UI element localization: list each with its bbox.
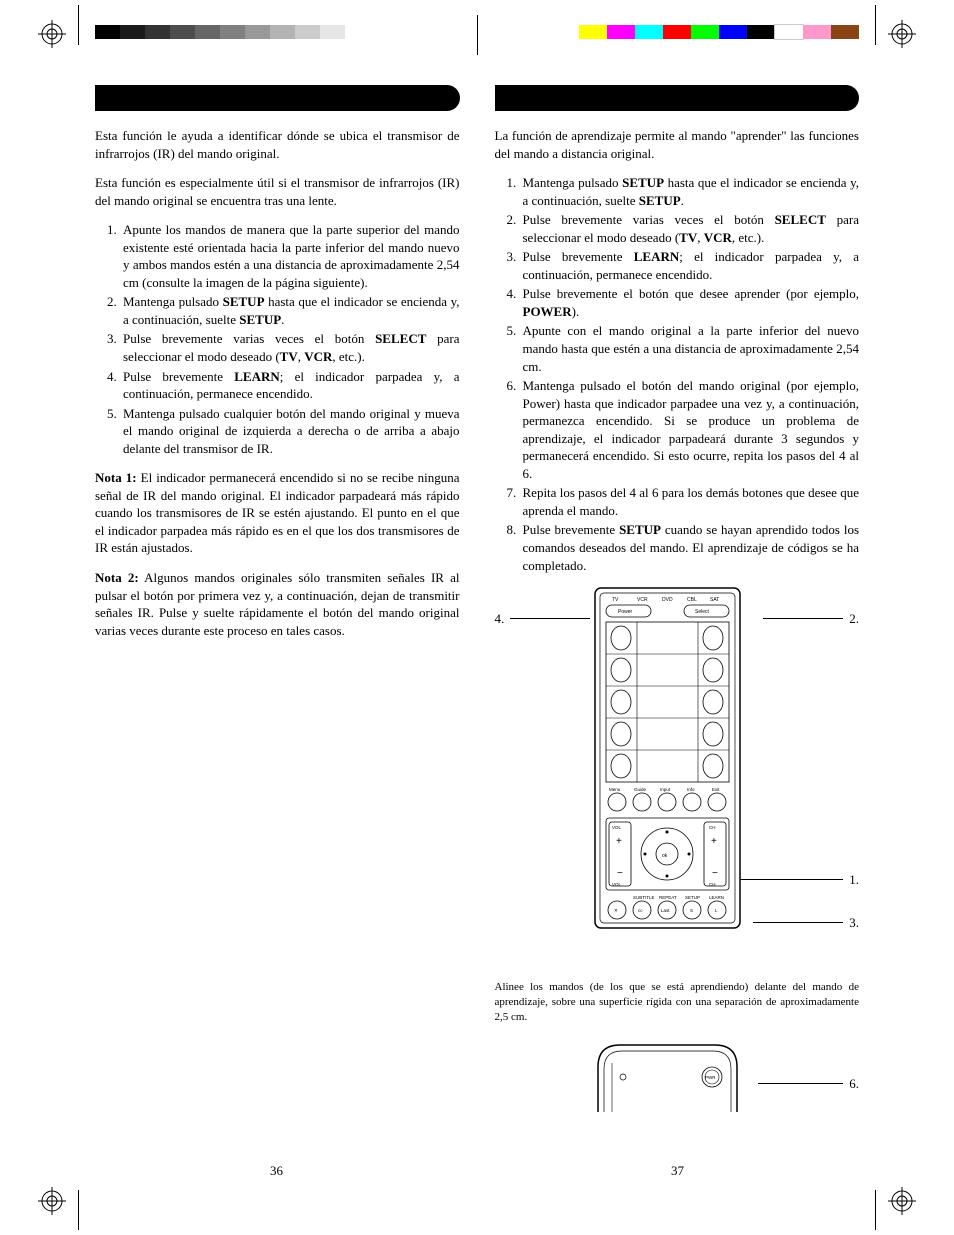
svg-text:Input: Input <box>660 787 671 792</box>
list-item: Pulse brevemente varias veces el botón S… <box>520 211 860 246</box>
callout-2: 2. <box>763 610 859 628</box>
svg-text:PWR: PWR <box>705 1075 716 1080</box>
remote-diagram: 4. 2. 1. 3. TV <box>495 586 860 976</box>
svg-text:Menu: Menu <box>609 787 621 792</box>
svg-text:REPEAT: REPEAT <box>659 895 677 900</box>
remote-illustration: TV VCR DVD CBL SAT Power Select <box>590 586 745 931</box>
svg-text:SETUP: SETUP <box>685 895 700 900</box>
svg-text:Select: Select <box>695 609 710 615</box>
svg-text:Exit: Exit <box>712 787 720 792</box>
left-intro-2: Esta función es especialmente útil si el… <box>95 174 460 209</box>
color-bar <box>579 25 859 39</box>
right-steps-list: Mantenga pulsado SETUP hasta que el indi… <box>510 174 860 574</box>
list-item: Mantenga pulsado cualquier botón del man… <box>120 405 460 458</box>
callout-6: 6. <box>758 1075 859 1093</box>
registration-mark-icon <box>38 20 66 48</box>
svg-text:TV: TV <box>612 597 619 603</box>
svg-text:SUBTITLE: SUBTITLE <box>633 895 655 900</box>
list-item: Pulse brevemente varias veces el botón S… <box>120 330 460 365</box>
list-item: Pulse brevemente LEARN; el indicador par… <box>120 368 460 403</box>
svg-text:VCR: VCR <box>637 597 648 603</box>
note-1: Nota 1: El indicador permanecerá encendi… <box>95 469 460 557</box>
svg-text:CH: CH <box>709 882 716 887</box>
svg-text:Last: Last <box>661 908 670 913</box>
svg-text:CBL: CBL <box>687 597 697 603</box>
registration-mark-icon <box>888 1187 916 1215</box>
second-remote-diagram: 6. PWR <box>495 1037 860 1112</box>
page-number-right: 37 <box>671 1162 684 1180</box>
list-item: Repita los pasos del 4 al 6 para los dem… <box>520 484 860 519</box>
left-intro-1: Esta función le ayuda a identificar dónd… <box>95 127 460 162</box>
svg-text:Info: Info <box>687 787 695 792</box>
registration-mark-icon <box>38 1187 66 1215</box>
svg-text:SAT: SAT <box>710 597 719 603</box>
left-column: Esta función le ayuda a identificar dónd… <box>95 85 460 1155</box>
svg-text:+: + <box>616 836 622 847</box>
svg-text:+: + <box>711 836 717 847</box>
list-item: Pulse brevemente SETUP cuando se hayan a… <box>520 521 860 574</box>
crop-line <box>875 1190 876 1230</box>
svg-text:Guide: Guide <box>634 787 647 792</box>
crop-line <box>477 15 478 55</box>
list-item: Mantenga pulsado el botón del mando orig… <box>520 377 860 482</box>
left-steps-list: Apunte los mandos de manera que la parte… <box>110 221 460 457</box>
crop-line <box>78 5 79 45</box>
svg-text:LEARN: LEARN <box>709 895 724 900</box>
right-intro: La función de aprendizaje permite al man… <box>495 127 860 162</box>
svg-text:S: S <box>690 908 693 913</box>
svg-text:DVD: DVD <box>662 597 673 603</box>
note-2: Nota 2: Algunos mandos originales sólo t… <box>95 569 460 639</box>
svg-text:Power: Power <box>618 609 633 615</box>
list-item: Apunte los mandos de manera que la parte… <box>120 221 460 291</box>
list-item: Pulse brevemente el botón que desee apre… <box>520 285 860 320</box>
page-number-left: 36 <box>270 1162 283 1180</box>
grayscale-bar <box>95 25 345 39</box>
callout-4: 4. <box>495 610 591 628</box>
right-column: La función de aprendizaje permite al man… <box>495 85 860 1155</box>
svg-text:✕: ✕ <box>614 908 618 913</box>
list-item: Mantenga pulsado SETUP hasta que el indi… <box>120 293 460 328</box>
second-remote-illustration: PWR <box>590 1037 745 1112</box>
svg-text:VOL: VOL <box>612 882 622 887</box>
svg-text:−: − <box>617 868 623 879</box>
list-item: Pulse brevemente LEARN; el indicador par… <box>520 248 860 283</box>
page-content: Esta función le ayuda a identificar dónd… <box>95 85 859 1155</box>
callout-3: 3. <box>753 914 859 932</box>
crop-line <box>78 1190 79 1230</box>
list-item: Apunte con el mando original a la parte … <box>520 322 860 375</box>
svg-text:CH: CH <box>709 825 716 830</box>
svg-text:VOL: VOL <box>612 825 622 830</box>
figure-caption: Alinee los mandos (de los que se está ap… <box>495 980 860 1025</box>
svg-text:cc: cc <box>638 908 643 913</box>
crop-line <box>875 5 876 45</box>
registration-mark-icon <box>888 20 916 48</box>
list-item: Mantenga pulsado SETUP hasta que el indi… <box>520 174 860 209</box>
section-header-right <box>495 85 860 111</box>
crop-marks-bottom <box>0 1187 954 1215</box>
svg-text:ok: ok <box>662 853 668 859</box>
section-header-left <box>95 85 460 111</box>
callout-1: 1. <box>738 871 859 889</box>
svg-text:−: − <box>712 868 718 879</box>
